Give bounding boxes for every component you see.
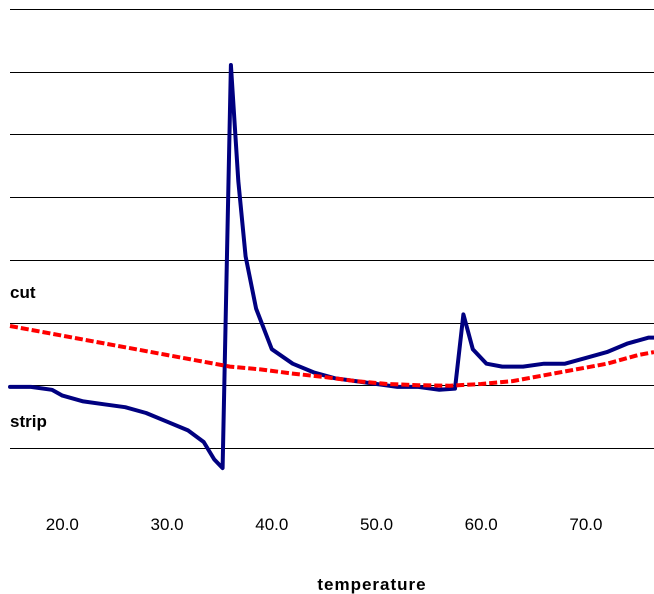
x-tick-labels: 20.0 30.0 40.0 50.0 60.0 70.0 bbox=[46, 515, 603, 534]
x-tick-label: 20.0 bbox=[46, 515, 79, 534]
x-tick-label: 30.0 bbox=[151, 515, 184, 534]
series-group bbox=[8, 63, 654, 471]
series-label-cut: cut bbox=[10, 283, 36, 302]
x-tick-label: 40.0 bbox=[255, 515, 288, 534]
series-line-strip bbox=[8, 63, 654, 471]
x-tick-label: 60.0 bbox=[465, 515, 498, 534]
x-axis-label: temperature bbox=[317, 575, 426, 594]
series-label-strip: strip bbox=[10, 412, 47, 431]
x-tick-label: 70.0 bbox=[569, 515, 602, 534]
x-tick-label: 50.0 bbox=[360, 515, 393, 534]
series-line-cut bbox=[9, 324, 654, 388]
gridlines bbox=[10, 9, 654, 449]
